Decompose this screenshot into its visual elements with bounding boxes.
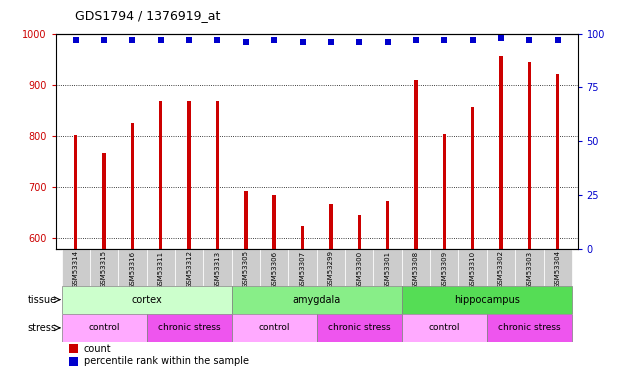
Text: GSM53305: GSM53305 [243,251,249,288]
Bar [61,314,147,342]
Text: GSM53310: GSM53310 [469,251,476,289]
Bar [556,74,560,249]
Text: cortex: cortex [131,295,162,304]
Bar [345,249,373,286]
Text: GSM53312: GSM53312 [186,251,192,288]
Point [71,37,81,43]
Text: GSM53308: GSM53308 [413,251,419,289]
Point [383,39,392,45]
Text: GSM53300: GSM53300 [356,251,362,289]
Point [297,39,307,45]
Bar [317,314,402,342]
Bar [260,249,288,286]
Bar [74,135,78,249]
Bar [69,357,78,366]
Point [553,37,563,43]
Bar [159,101,163,249]
Point [411,37,421,43]
Text: count: count [84,344,111,354]
Bar [458,249,487,286]
Bar [131,123,134,249]
Bar [203,249,232,286]
Bar [430,249,458,286]
Bar [90,249,118,286]
Text: chronic stress: chronic stress [158,323,220,332]
Text: control: control [258,323,290,332]
Text: amygdala: amygdala [292,295,341,304]
Text: percentile rank within the sample: percentile rank within the sample [84,356,248,366]
Bar [499,56,502,249]
Bar [175,249,203,286]
Text: control: control [428,323,460,332]
Text: GDS1794 / 1376919_at: GDS1794 / 1376919_at [75,9,220,22]
Bar [215,101,219,249]
Bar [487,314,572,342]
Bar [188,101,191,249]
Bar [244,191,248,249]
Text: GSM53309: GSM53309 [442,251,447,289]
Text: tissue: tissue [27,295,57,304]
Text: control: control [88,323,120,332]
Bar [232,249,260,286]
Bar [232,286,402,314]
Text: GSM53302: GSM53302 [498,251,504,288]
Bar [543,249,572,286]
Bar [273,195,276,249]
Text: stress: stress [27,323,57,333]
Point [156,37,166,43]
Bar [317,249,345,286]
Text: GSM53299: GSM53299 [328,251,334,288]
Text: GSM53315: GSM53315 [101,251,107,288]
Point [326,39,336,45]
Bar [402,249,430,286]
Text: GSM53313: GSM53313 [214,251,220,289]
Bar [301,226,304,249]
Bar [147,314,232,342]
Point [496,35,506,41]
Text: chronic stress: chronic stress [498,323,561,332]
Text: GSM53301: GSM53301 [384,251,391,289]
Point [270,37,279,43]
Point [524,37,534,43]
Bar [443,134,446,249]
Bar [515,249,543,286]
Bar [414,80,418,249]
Point [468,37,478,43]
Text: GSM53316: GSM53316 [129,251,135,289]
Bar [147,249,175,286]
Point [212,37,222,43]
Bar [61,286,232,314]
Bar [358,215,361,249]
Point [127,37,137,43]
Text: GSM53303: GSM53303 [527,251,532,289]
Text: GSM53314: GSM53314 [73,251,79,288]
Point [184,37,194,43]
Bar [329,204,333,249]
Text: GSM53307: GSM53307 [299,251,306,289]
Text: hippocampus: hippocampus [454,295,520,304]
Bar [373,249,402,286]
Bar [69,344,78,354]
Bar [386,201,389,249]
Bar [102,153,106,249]
Text: GSM53306: GSM53306 [271,251,277,289]
Bar [61,249,90,286]
Text: GSM53304: GSM53304 [555,251,561,288]
Point [99,37,109,43]
Bar [487,249,515,286]
Bar [118,249,147,286]
Point [354,39,364,45]
Bar [232,314,317,342]
Text: chronic stress: chronic stress [328,323,391,332]
Point [439,37,449,43]
Bar [528,62,531,249]
Point [241,39,251,45]
Bar [471,107,474,249]
Text: GSM53311: GSM53311 [158,251,164,289]
Bar [402,286,572,314]
Bar [288,249,317,286]
Bar [402,314,487,342]
